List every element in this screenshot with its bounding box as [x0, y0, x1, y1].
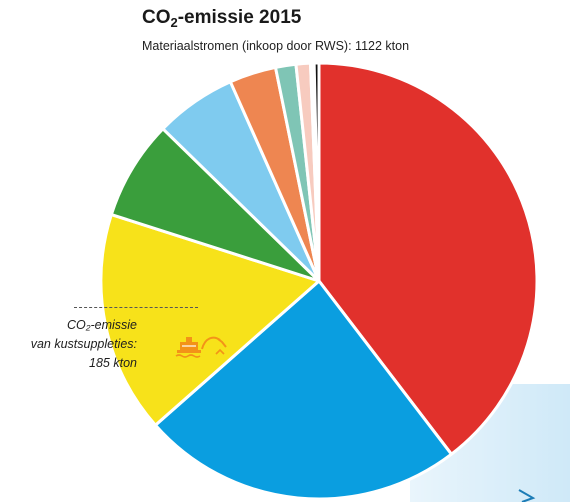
chart-title: CO2-emissie 2015 [142, 7, 301, 30]
pie-slice-10 [312, 61, 321, 283]
annotation-line-1: CO₂-emissie [66, 318, 137, 332]
annotation-line-3: 185 kton [89, 356, 137, 370]
arrow-right-icon [518, 489, 536, 502]
dredging-ship-icon [175, 336, 227, 358]
pie-slice-1 [317, 61, 539, 456]
annotation-line-2: van kustsuppleties: [30, 337, 137, 351]
pie-slice-3 [99, 213, 321, 427]
title-part-rest: -emissie 2015 [177, 7, 302, 28]
title-subscript: 2 [170, 15, 178, 30]
pie-slice-4 [109, 127, 321, 283]
annotation-leader-line [74, 307, 198, 308]
title-part-co: CO [142, 7, 171, 28]
pie-slices [99, 61, 539, 501]
pie-slice-2 [153, 279, 453, 501]
chart-subtitle: Materiaalstromen (inkoop door RWS): 1122… [142, 39, 410, 53]
